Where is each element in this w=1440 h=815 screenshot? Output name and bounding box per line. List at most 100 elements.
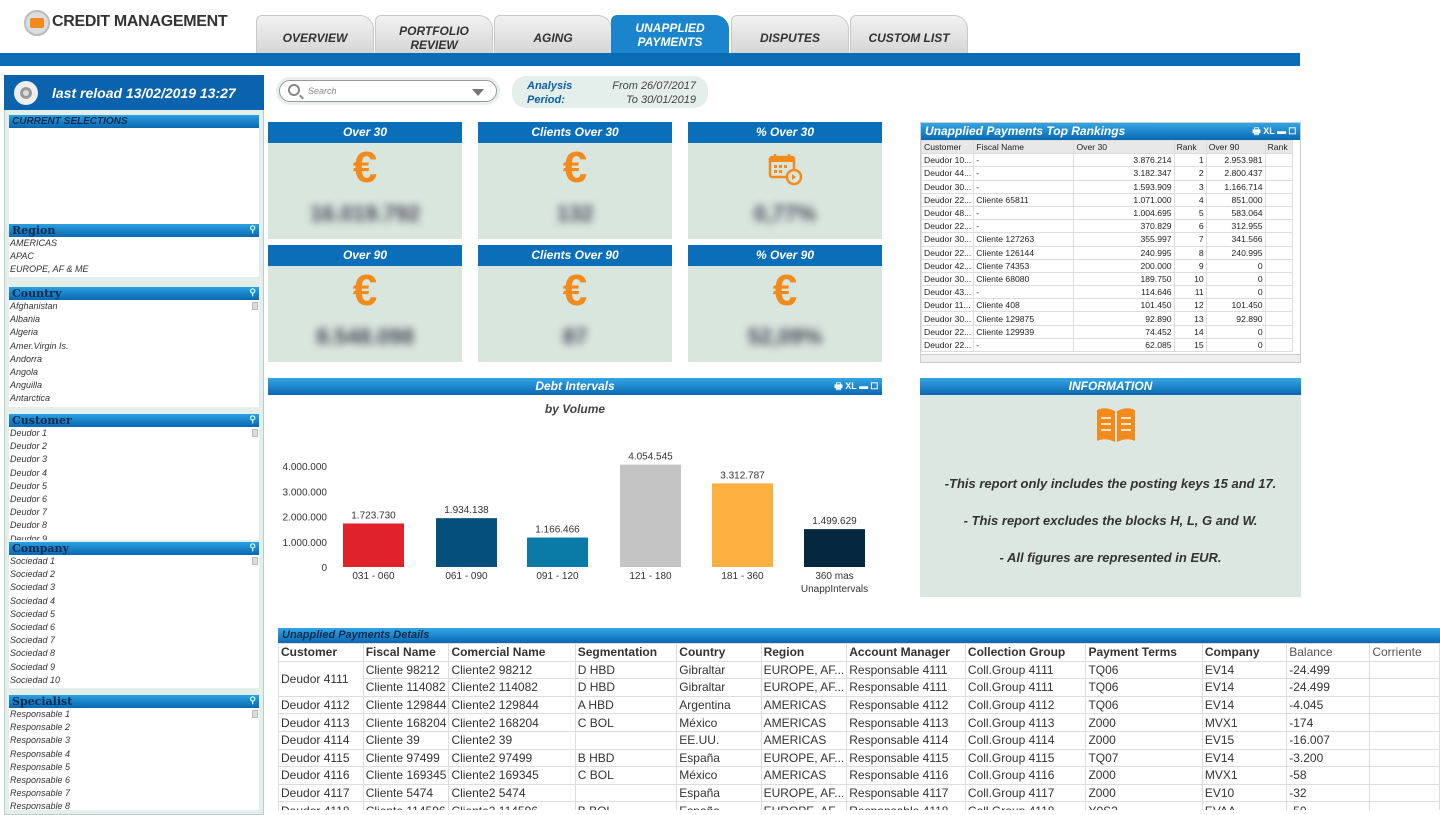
table-row[interactable]: Deudor 22... Cliente 129939 74.452 14 0 (920, 324, 1294, 339)
listbox-item[interactable]: Sociedad 2 (10, 569, 56, 580)
listbox-item[interactable]: Responsable 8 (10, 801, 71, 810)
search-input[interactable]: Search (279, 80, 497, 102)
table-row[interactable]: Deudor 4118Cliente 114596Cliente2 114596… (278, 801, 1440, 810)
table-row[interactable]: Deudor 22... -62.085 15 0 (920, 337, 1294, 353)
column-header[interactable]: Fiscal Name (973, 139, 1075, 155)
tab-custom-list[interactable]: CUSTOM LIST (850, 15, 968, 53)
listbox-item[interactable]: Sociedad 7 (10, 635, 56, 646)
listbox-item[interactable]: Sociedad 4 (10, 595, 56, 606)
bar[interactable] (527, 537, 588, 567)
search-icon[interactable]: ⚲ (249, 543, 256, 553)
column-header[interactable]: Segmentation (574, 643, 678, 662)
table-row[interactable]: Deudor 48... -1.004.695 5 583.064 (920, 205, 1294, 221)
column-header[interactable]: Customer (278, 643, 364, 662)
table-row[interactable]: Deudor 4113 Cliente 168204 Cliente2 168204… (278, 713, 1440, 732)
bar[interactable] (620, 464, 681, 567)
listbox-item[interactable]: Sociedad 3 (10, 582, 56, 593)
scroll-up-button[interactable] (252, 710, 258, 718)
listbox-item[interactable]: Angola (10, 366, 39, 377)
table-row[interactable]: Deudor 4114 Cliente 39 Cliente2 39 EE.UU. AM… (278, 730, 1440, 750)
column-header[interactable]: Over 30 (1073, 139, 1175, 155)
scroll-up-button[interactable] (252, 557, 258, 565)
listbox-header-company[interactable]: Company ⚲ (9, 542, 259, 555)
listbox-item[interactable]: Deudor 7 (10, 507, 48, 518)
table-row[interactable]: Deudor 4112 Cliente 129844 Cliente2 129844… (278, 695, 1440, 715)
search-icon[interactable]: ⚲ (249, 225, 256, 235)
listbox-item[interactable]: Responsable 6 (10, 774, 71, 785)
listbox-item[interactable]: Deudor 3 (10, 454, 48, 465)
listbox-header-specialist[interactable]: Specialist ⚲ (9, 695, 259, 708)
table-row[interactable]: Deudor 4115 Cliente 97499 Cliente2 97499 B … (278, 748, 1440, 768)
table-row[interactable]: Deudor 4117 Cliente 5474 Cliente2 5474 Espa… (278, 783, 1440, 803)
bar[interactable] (804, 529, 865, 567)
listbox-item[interactable]: AMERICAS (10, 238, 58, 248)
column-header[interactable]: Country (676, 643, 762, 662)
listbox-item[interactable]: Algeria (10, 327, 39, 338)
listbox-item[interactable]: Afghanistan (10, 301, 58, 311)
listbox-item[interactable]: Deudor 9 (10, 533, 48, 541)
column-header[interactable]: Fiscal Name (362, 643, 450, 662)
listbox-header-customer[interactable]: Customer ⚲ (9, 414, 259, 427)
listbox-item[interactable]: Albania (10, 314, 41, 325)
table-row[interactable]: Deudor 44... -3.182.347 2 2.800.437 (920, 166, 1294, 181)
listbox-item[interactable]: Responsable 2 (10, 722, 71, 733)
column-header[interactable]: Corriente (1369, 643, 1440, 662)
column-header[interactable]: Payment Terms (1085, 643, 1203, 662)
column-header[interactable]: Company (1201, 643, 1288, 662)
column-header[interactable]: Rank (1264, 139, 1294, 155)
listbox-item[interactable]: Responsable 5 (10, 761, 71, 772)
table-row[interactable]: Deudor 43... -114.646 11 0 (920, 285, 1294, 300)
listbox-item[interactable]: Sociedad 9 (10, 661, 56, 672)
column-header[interactable]: Customer (920, 139, 975, 155)
table-row[interactable]: Deudor 30... Cliente 127263 355.997 7 341.56… (920, 232, 1294, 247)
listbox-header-current-selections[interactable]: CURRENT SELECTIONS (9, 115, 259, 128)
bar[interactable] (436, 518, 497, 567)
column-header[interactable]: Region (760, 643, 848, 662)
listbox-item[interactable]: EUROPE, AF & ME (10, 264, 89, 275)
search-icon[interactable]: ⚲ (249, 415, 256, 425)
table-row[interactable]: Deudor 30... Cliente 129875 92.890 13 92.890 (920, 311, 1294, 326)
listbox-item[interactable]: Sociedad 5 (10, 608, 56, 619)
bar[interactable] (343, 523, 404, 567)
search-icon[interactable]: ⚲ (249, 696, 256, 706)
column-header[interactable]: Account Manager (846, 643, 966, 662)
search-box[interactable]: Search (276, 77, 500, 105)
table-row[interactable]: Cliente 114082 Cliente2 114082 D HBD Gibral… (279, 678, 1440, 697)
table-row[interactable]: Deudor 42... Cliente 74353 200.000 9 0 (920, 258, 1294, 273)
column-header[interactable]: Balance (1286, 643, 1371, 662)
listbox-item[interactable]: Sociedad 6 (10, 621, 56, 632)
tab-aging[interactable]: AGING (494, 15, 612, 53)
listbox-item[interactable]: Antarctica (10, 393, 51, 404)
listbox-item[interactable]: Amer.Virgin Is. (10, 340, 69, 351)
scroll-up-button[interactable] (252, 302, 258, 310)
listbox-item[interactable]: Responsable 7 (10, 788, 71, 799)
listbox-header-country[interactable]: Country ⚲ (9, 287, 259, 300)
listbox-item[interactable]: Responsable 4 (10, 748, 71, 759)
table-row[interactable]: Deudor 4111 Cliente 98212 Cliente2 98212 D … (278, 660, 1440, 697)
listbox-item[interactable]: Andorra (10, 353, 43, 364)
scroll-up-button[interactable] (252, 429, 258, 437)
table-row[interactable]: Deudor 4116 Cliente 169345 Cliente2 169345… (278, 766, 1440, 785)
listbox-item[interactable]: APAC (10, 251, 34, 262)
listbox-item[interactable]: Responsable 3 (10, 735, 71, 746)
column-header[interactable]: Comercial Name (448, 643, 576, 662)
listbox-item[interactable]: Responsable 1 (10, 709, 71, 719)
listbox-item[interactable]: Deudor 4 (10, 467, 48, 478)
column-header[interactable]: Over 90 (1205, 139, 1266, 155)
listbox-item[interactable]: Anguilla (10, 380, 43, 391)
listbox-item[interactable]: Sociedad 10 (10, 674, 61, 685)
search-icon[interactable]: ⚲ (249, 288, 256, 298)
horizontal-scrollbar[interactable] (921, 354, 1300, 362)
panel-controls[interactable]: 🖶 XL ▬ ☐ (834, 381, 878, 391)
panel-controls[interactable]: 🖶 XL ▬ ☐ (1252, 126, 1296, 136)
listbox-item[interactable]: Deudor 2 (10, 441, 48, 452)
bar[interactable] (712, 483, 773, 567)
listbox-item[interactable]: Deudor 1 (10, 428, 48, 438)
listbox-header-region[interactable]: Region ⚲ (9, 224, 259, 237)
table-row[interactable]: Deudor 30... -1.593.909 3 1.166.714 (920, 179, 1294, 194)
table-row[interactable]: Deudor 22... Cliente 126144 240.995 8 240.99… (920, 245, 1294, 260)
table-row[interactable]: Deudor 10... -3.876.214 1 2.953.981 (920, 153, 1294, 168)
tab-overview[interactable]: OVERVIEW (256, 15, 374, 53)
listbox-item[interactable]: Deudor 8 (10, 520, 48, 531)
tab-disputes[interactable]: DISPUTES (731, 15, 849, 53)
